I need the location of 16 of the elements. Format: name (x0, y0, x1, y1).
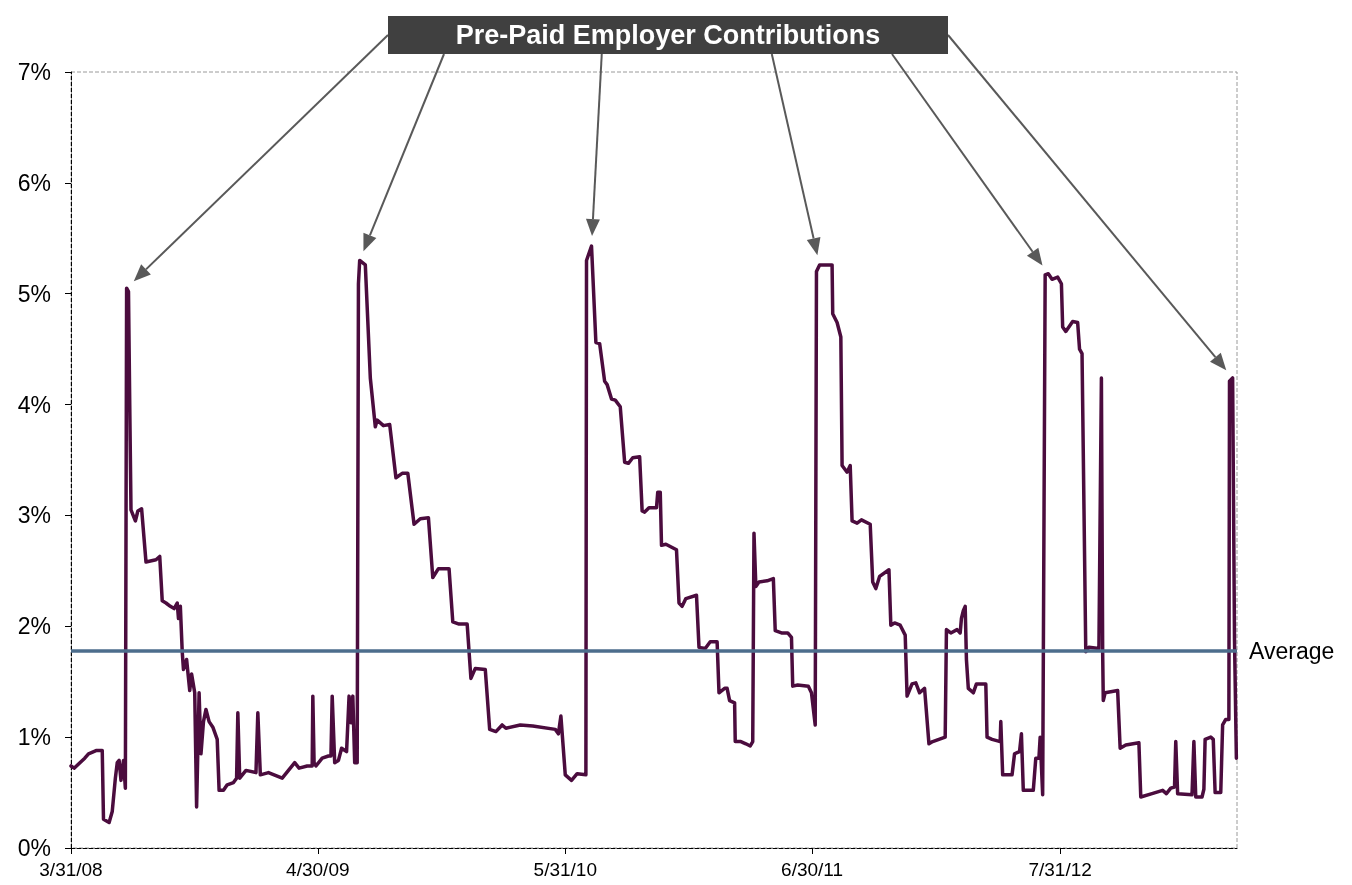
x-tick-label: 3/31/08 (39, 859, 103, 880)
x-tick-label: 5/31/10 (533, 859, 597, 880)
y-tick-label: 7% (17, 59, 51, 85)
ref-line-label: Average (1249, 637, 1335, 664)
y-tick-label: 1% (17, 724, 51, 751)
y-tick-label: 3% (17, 502, 51, 529)
y-tick-label: 5% (17, 280, 51, 307)
line-series (69, 244, 1239, 825)
text: Pre-Paid Employer Contributions (455, 20, 881, 50)
x-tick-label: 6/30/11 (781, 859, 844, 880)
y-tick-label: 6% (17, 169, 51, 196)
y-tick-label: 2% (17, 613, 51, 640)
y-tick-label: 4% (17, 391, 51, 418)
x-tick-label: 4/30/09 (286, 859, 350, 880)
y-tick-label: 0% (17, 835, 51, 861)
x-tick-label: 7/31/12 (1028, 859, 1092, 880)
